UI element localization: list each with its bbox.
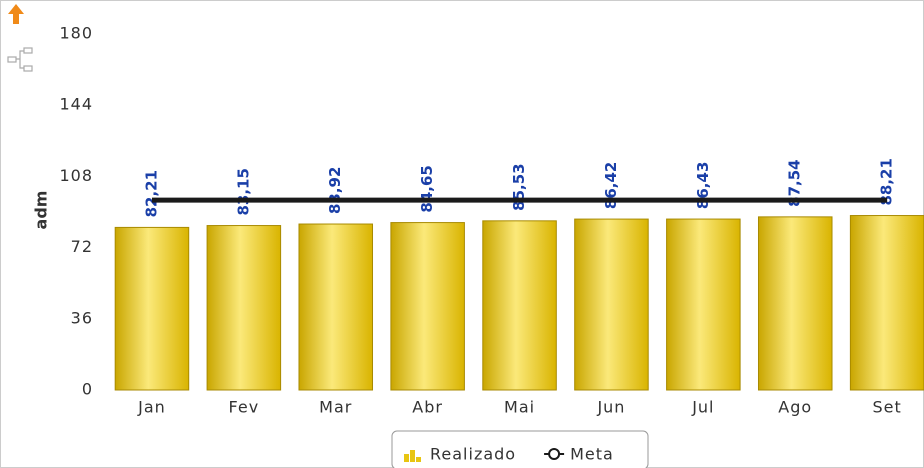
legend-box xyxy=(391,430,649,468)
x-tick-label: Abr xyxy=(412,398,443,417)
x-tick-label: Mai xyxy=(504,398,535,417)
bar xyxy=(849,215,924,391)
bar xyxy=(757,216,833,391)
value-label: 83,15 xyxy=(234,168,252,215)
y-tick-label: 0 xyxy=(82,380,93,399)
legend-icon xyxy=(416,457,421,462)
bar xyxy=(482,220,557,391)
value-label: 83,92 xyxy=(326,167,344,214)
y-axis-label: adm xyxy=(32,191,51,230)
value-label: 88,21 xyxy=(878,158,896,205)
bar xyxy=(206,225,282,391)
value-label: 86,43 xyxy=(694,162,712,209)
y-tick-label: 180 xyxy=(59,24,93,43)
bar xyxy=(666,218,741,391)
bar xyxy=(390,222,465,391)
x-tick-label: Jan xyxy=(137,398,166,417)
legend-label: Realizado xyxy=(430,445,516,464)
x-tick-label: Fev xyxy=(229,398,260,417)
x-tick-label: Ago xyxy=(778,398,812,417)
value-label: 87,54 xyxy=(786,159,804,206)
y-tick-label: 72 xyxy=(71,237,93,256)
x-tick-label: Mar xyxy=(319,398,352,417)
legend-icon xyxy=(548,448,561,460)
value-label: 82,21 xyxy=(142,170,160,217)
bar xyxy=(574,218,649,391)
hierarchy-icon[interactable] xyxy=(7,47,33,72)
x-tick-label: Jun xyxy=(596,398,625,417)
x-tick-label: Jul xyxy=(691,398,714,417)
bar xyxy=(298,223,374,391)
y-tick-label: 36 xyxy=(71,308,93,327)
legend-icon xyxy=(410,450,415,462)
x-tick-label: Set xyxy=(873,398,902,417)
up-arrow-icon[interactable] xyxy=(8,4,24,24)
value-label: 86,42 xyxy=(602,162,620,209)
value-label: 85,53 xyxy=(510,163,528,210)
bar xyxy=(114,226,190,391)
legend-label: Meta xyxy=(570,445,614,464)
value-label: 84,65 xyxy=(418,165,436,212)
y-tick-label: 144 xyxy=(59,95,93,114)
legend-icon xyxy=(404,454,409,462)
y-tick-label: 108 xyxy=(59,166,93,185)
